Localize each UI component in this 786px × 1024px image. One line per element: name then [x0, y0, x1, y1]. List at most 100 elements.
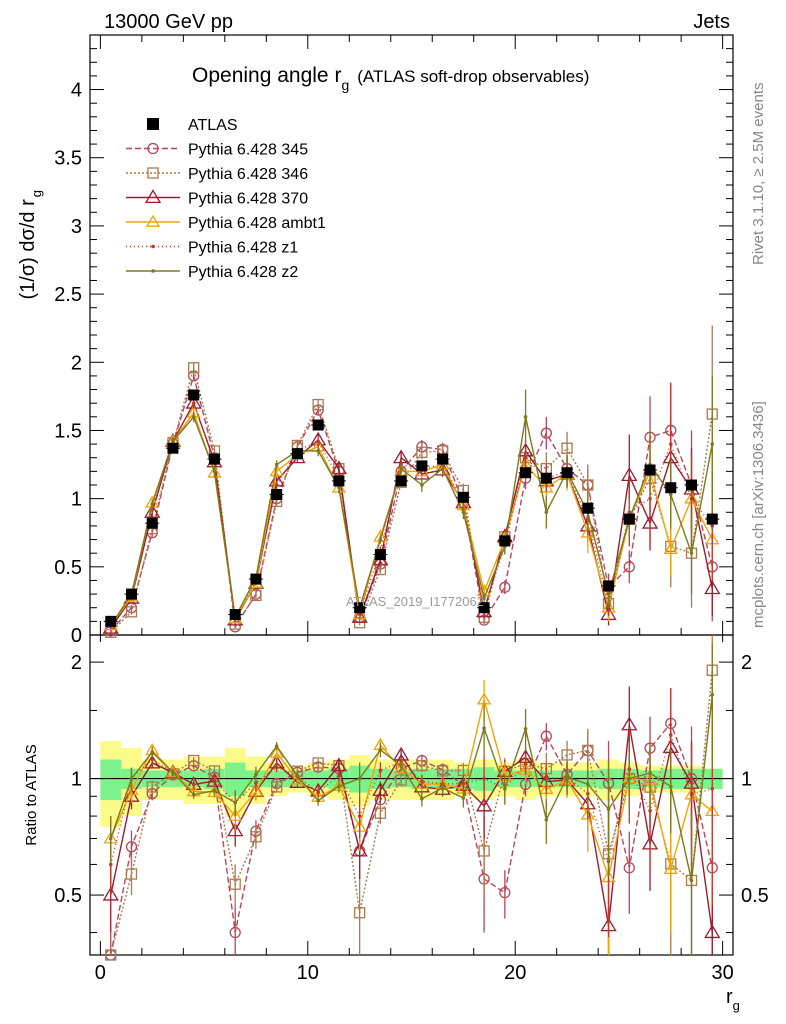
series-point — [710, 524, 715, 528]
ratio-series-line — [110, 670, 713, 956]
data-point — [540, 472, 552, 484]
series-point — [351, 608, 368, 623]
series-point — [499, 581, 511, 593]
energy-label: 13000 GeV pp — [104, 11, 233, 33]
analysis-watermark: ATLAS_2019_I1772062 — [346, 594, 484, 609]
ratio-point — [229, 926, 241, 939]
ratio-axis-ticks: 0 10 20 30 0.5 0.5 1 1 2 2 — [54, 652, 769, 984]
ratio-plot-frame — [89, 634, 734, 956]
x-tick-label: 30 — [712, 962, 734, 984]
data-point — [208, 453, 220, 465]
legend-label: Pythia 6.428 346 — [188, 166, 308, 183]
series-point — [312, 398, 324, 411]
data-point — [271, 489, 283, 501]
ratio-point — [191, 782, 196, 787]
series-point — [250, 589, 262, 602]
ratio-point — [248, 784, 264, 797]
series-point — [188, 362, 200, 374]
ratio-series-line — [110, 724, 713, 933]
series-line — [110, 373, 713, 632]
legend-marker — [151, 269, 155, 273]
ratio-point — [582, 744, 594, 757]
ratio-point — [105, 949, 117, 961]
y-tick-label: 4 — [71, 80, 82, 102]
ratio-series-line — [110, 694, 713, 881]
mcplots-reference-label: mcplots.cern.ch [arXiv:1306.3436] — [750, 401, 767, 628]
ratio-point — [146, 781, 158, 793]
ratio-series-layer — [102, 635, 721, 961]
data-point — [416, 460, 428, 472]
ratio-point — [540, 730, 552, 742]
data-point — [603, 580, 615, 592]
ratio-point — [312, 757, 324, 769]
ratio-point — [689, 792, 694, 797]
data-point — [457, 491, 469, 503]
series-point — [125, 606, 138, 618]
data-point — [706, 513, 718, 525]
ratio-point — [475, 797, 493, 812]
data-point — [561, 467, 573, 479]
ratio-tick-label-right: 2 — [741, 652, 752, 674]
ratio-point — [395, 774, 407, 786]
ratio-y-axis-label: Ratio to ATLAS — [23, 744, 40, 845]
ratio-point — [544, 776, 549, 781]
series-point — [144, 503, 161, 518]
ratio-point — [188, 754, 200, 767]
y-tick-label: 2 — [71, 352, 82, 374]
ratio-point — [351, 842, 368, 857]
ratio-point — [374, 807, 387, 819]
legend-marker — [147, 118, 159, 130]
legend-marker — [147, 167, 159, 179]
ratio-tick-label-right: 1 — [741, 769, 752, 791]
x-tick-label: 0 — [95, 962, 106, 984]
ratio-point — [704, 924, 721, 939]
ratio-tick-label: 0.5 — [54, 885, 82, 907]
ratio-tick-label: 1 — [71, 769, 82, 791]
ratio-point — [420, 779, 424, 784]
atlas-data-points — [103, 389, 720, 627]
x-axis-label: rg — [726, 986, 740, 1013]
ratio-point — [623, 862, 635, 874]
x-tick-label: 20 — [504, 962, 526, 984]
ratio-point — [165, 765, 181, 778]
legend-label: Pythia 6.428 345 — [188, 142, 308, 159]
ratio-point — [663, 861, 678, 875]
y-tick-label: 1 — [71, 489, 82, 511]
data-point — [125, 588, 137, 600]
ratio-point — [378, 768, 383, 773]
data-point — [105, 615, 117, 627]
legend: ATLAS Pythia 6.428 345 Pythia 6.428 346 Pyt… — [126, 117, 326, 281]
series-point — [663, 541, 678, 554]
ratio-point — [250, 831, 262, 843]
ratio-point — [227, 822, 244, 837]
y-tick-label: 0 — [71, 625, 82, 647]
series-point — [269, 464, 284, 477]
data-point — [333, 475, 345, 487]
data-point — [665, 482, 677, 494]
legend-label: Pythia 6.428 z1 — [188, 240, 298, 257]
ratio-tick-label-right: 0.5 — [741, 885, 769, 907]
data-point — [520, 467, 532, 479]
series-point — [316, 439, 320, 444]
y-tick-label: 3.5 — [54, 148, 82, 170]
data-point — [229, 609, 241, 621]
ratio-point — [416, 759, 428, 772]
legend-marker — [147, 142, 159, 155]
data-point — [644, 464, 656, 476]
data-point — [686, 479, 698, 491]
data-point — [250, 573, 262, 585]
ratio-point — [229, 878, 241, 890]
legend-label: ATLAS — [188, 117, 238, 134]
series-point — [704, 580, 721, 595]
y-tick-label: 3 — [71, 216, 82, 238]
legend-marker — [144, 189, 162, 204]
main-plot-frame — [89, 34, 734, 636]
data-point — [146, 517, 158, 529]
ratio-point — [499, 886, 511, 899]
data-point — [167, 442, 179, 454]
series-point — [582, 479, 594, 491]
ratio-point — [561, 749, 573, 761]
rivet-version-label: Rivet 3.1.10, ≥ 2.5M events — [750, 83, 767, 266]
series-point — [623, 561, 635, 573]
legend-label: Pythia 6.428 ambt1 — [188, 215, 326, 232]
